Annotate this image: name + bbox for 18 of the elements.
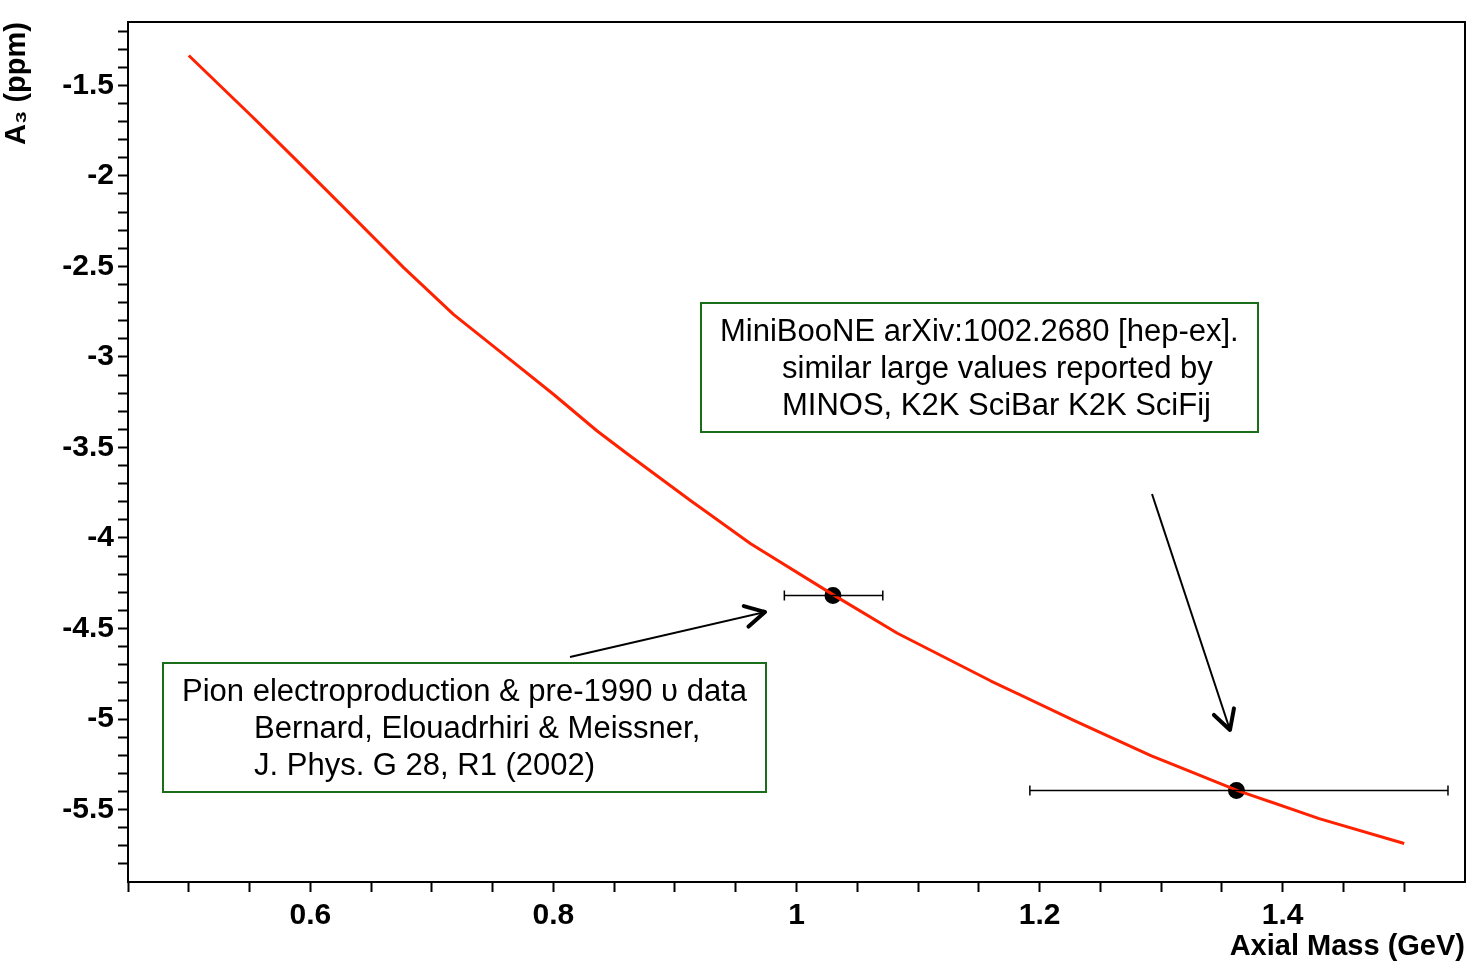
x-tick-label: 0.6 <box>289 897 332 931</box>
annotation: MiniBooNE arXiv:1002.2680 [hep-ex]. similar large values reported by MINOS, K2K SciBar K2K SciFij <box>720 312 1239 423</box>
x-tick-label: 0.8 <box>532 897 575 931</box>
y-tick-label: -2 <box>87 157 114 191</box>
y-tick-label: -5.5 <box>62 790 114 824</box>
annotation: Pion electroproduction & pre-1990 υ data Bernard, Elouadrhiri & Meissner, J. Phys. G 28, R1 (2002) <box>182 672 747 783</box>
y-tick-label: -3 <box>87 338 114 372</box>
y-axis-title: A₃ (ppm) <box>0 22 32 145</box>
x-tick-label: 1.4 <box>1261 897 1304 931</box>
y-tick-label: -4 <box>87 519 115 553</box>
x-tick-label: 1 <box>788 897 805 931</box>
y-tick-label: -4.5 <box>62 609 114 643</box>
x-axis-title: Axial Mass (GeV) <box>1229 928 1465 961</box>
x-tick-label: 1.2 <box>1018 897 1061 931</box>
y-tick-label: -2.5 <box>62 247 114 281</box>
y-tick-label: -3.5 <box>62 428 114 462</box>
y-tick-label: -1.5 <box>62 66 114 100</box>
y-tick-label: -5 <box>87 700 114 734</box>
